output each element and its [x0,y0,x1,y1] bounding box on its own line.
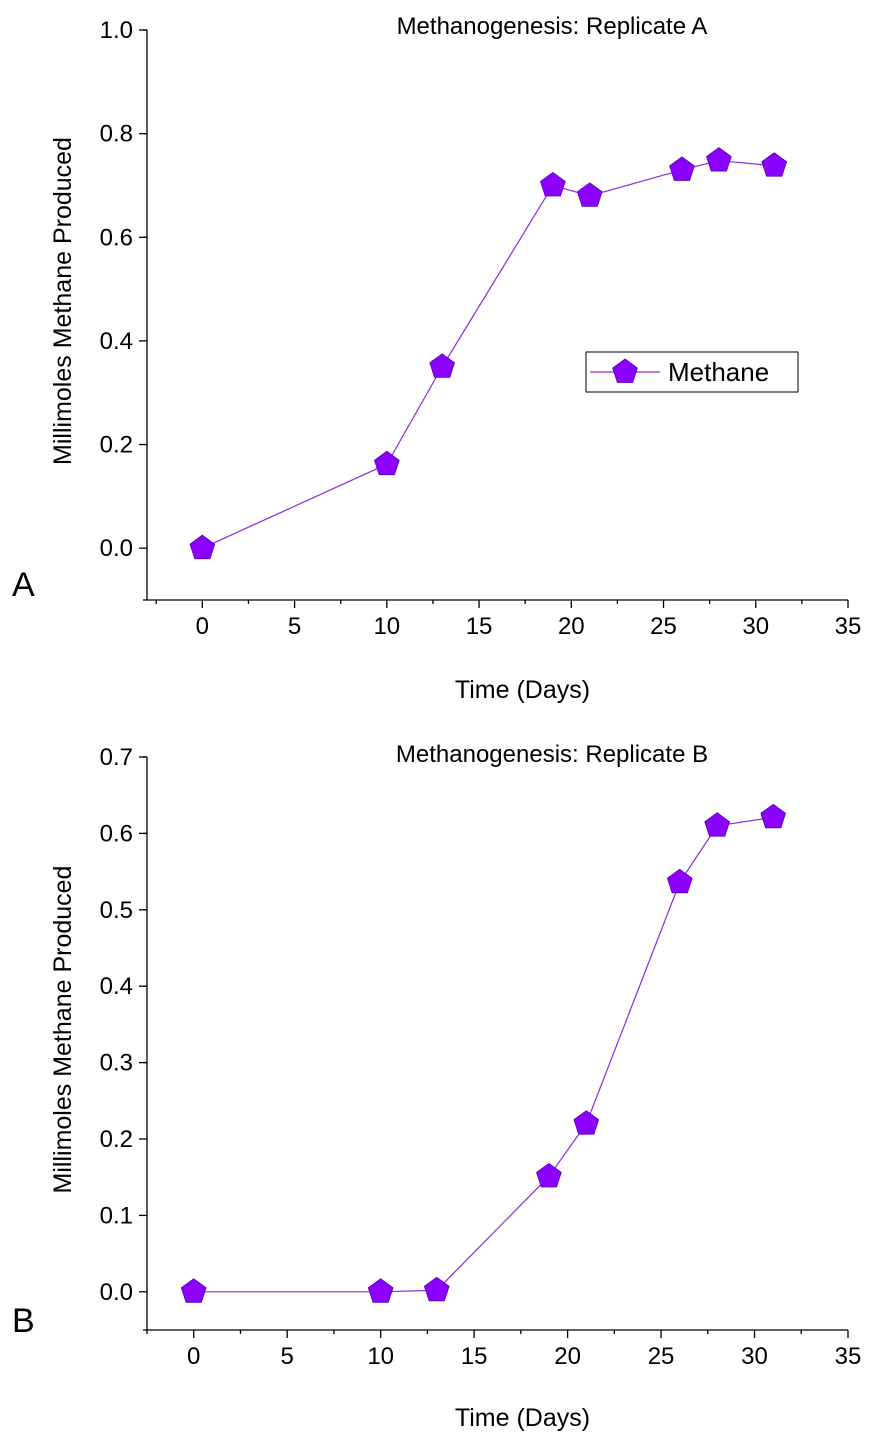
y-tick-label: 0.3 [100,1050,133,1077]
x-tick-label: 35 [835,1343,862,1370]
legend-label: Methane [668,357,769,387]
data-point-marker [669,156,695,181]
data-point-marker [189,534,216,560]
chart-panel-b: 0 5 10 15 20 25 30 35 0.0 0.1 0.2 0.3 0.4 0.5 0.6 0.7 Me… [12,741,861,1432]
y-tick-label: 0.4 [100,973,133,1000]
x-tick-label: 35 [835,613,862,640]
data-point-marker [706,147,732,172]
x-tick-label: 20 [558,613,585,640]
y-tick-label: 0.1 [100,1202,133,1229]
x-tick-label: 20 [554,1343,581,1370]
chart-panel-a: 0 5 10 15 20 25 30 35 0.0 0.2 0.4 0.6 0.8 1.0 Methanog… [12,13,861,704]
y-tick-label: 1.0 [100,17,133,44]
y-tick-label: 0.6 [100,224,133,251]
x-tick-label: 25 [650,613,677,640]
y-tick-label: 0.7 [100,744,133,771]
y-tick-label: 0.0 [100,1279,133,1306]
x-tick-label: 15 [466,613,493,640]
chart-title: Methanogenesis: Replicate B [396,741,708,768]
x-tick-label: 0 [196,613,209,640]
x-tick-label: 25 [648,1343,675,1370]
y-tick-label: 0.6 [100,820,133,847]
x-tick-label: 10 [373,613,400,640]
x-tick-label: 15 [461,1343,488,1370]
data-point-marker [367,1278,394,1303]
legend: Methane [585,351,799,393]
y-tick-label: 0.0 [100,535,133,562]
data-point-marker [536,1162,562,1188]
data-point-marker [704,812,730,837]
x-axis-title: Time (Days) [455,676,590,704]
x-tick-label: 30 [742,613,769,640]
x-tick-label: 0 [187,1343,200,1370]
x-axis-title: Time (Days) [455,1404,590,1432]
x-tick-label: 30 [741,1343,768,1370]
data-point-marker [373,450,400,476]
y-tick-label: 0.2 [100,432,133,459]
y-axis-title: Millimoles Methane Produced [49,137,77,465]
panel-label: B [12,1302,35,1340]
data-point-marker [423,1276,450,1302]
x-tick-label: 5 [281,1343,294,1370]
x-tick-label: 10 [367,1343,394,1370]
data-point-marker [540,171,566,197]
data-point-marker [666,868,693,894]
data-point-marker [573,1110,600,1135]
data-point-marker [429,353,455,378]
data-point-marker [760,803,787,829]
data-point-marker [180,1278,207,1303]
data-point-marker [761,152,788,177]
y-tick-label: 0.2 [100,1126,133,1153]
y-tick-label: 0.5 [100,897,133,924]
legend-marker-sample [612,358,638,383]
x-tick-label: 5 [288,613,301,640]
y-tick-label: 0.4 [100,328,133,355]
y-axis-title: Millimoles Methane Produced [49,866,77,1194]
y-tick-label: 0.8 [100,121,133,148]
panel-label: A [12,566,35,604]
chart-title: Methanogenesis: Replicate A [397,13,708,40]
data-point-marker [576,182,603,207]
